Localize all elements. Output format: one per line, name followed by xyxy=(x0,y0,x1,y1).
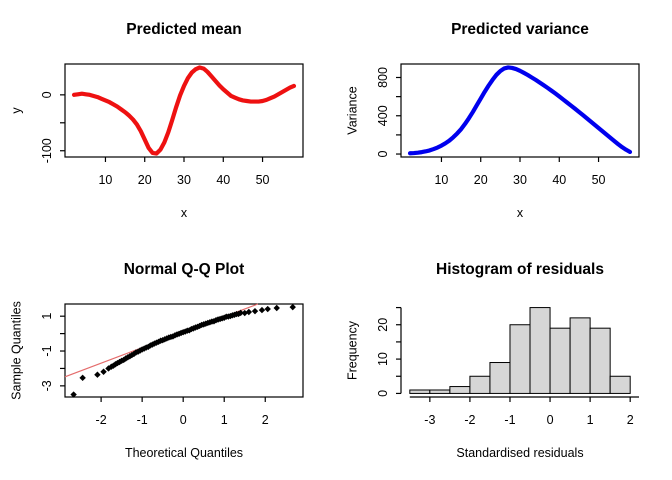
normal-qq-plot: -2 -1 0 1 2 1 -1 -3 xyxy=(40,303,304,427)
qq-point xyxy=(241,309,248,317)
x-tick-label: 1 xyxy=(587,413,594,427)
hist-bar xyxy=(549,327,571,394)
x-axis-label: x xyxy=(516,206,524,220)
qq-point xyxy=(130,350,138,358)
y-tick-label: -3 xyxy=(40,380,54,391)
hist-bar xyxy=(609,375,631,394)
predicted-variance-plot: 10 20 30 40 50 0 400 800 xyxy=(376,63,640,187)
x-tick-label: 0 xyxy=(547,413,554,427)
qq-point xyxy=(289,303,296,311)
chart-title: Predicted variance xyxy=(451,21,589,38)
qq-point xyxy=(258,306,266,314)
x-tick-label: 1 xyxy=(221,413,228,427)
qq-point xyxy=(79,374,86,382)
y-tick-label: 0 xyxy=(40,91,54,98)
qq-point xyxy=(100,368,107,375)
y-tick-label: 10 xyxy=(376,352,390,366)
qq-point xyxy=(112,361,119,368)
x-tick-label: 20 xyxy=(138,173,152,187)
x-tick-label: 40 xyxy=(552,173,566,187)
qq-point xyxy=(264,305,271,313)
y-tick-label: 0 xyxy=(376,151,390,158)
y-tick-label: 20 xyxy=(376,318,390,332)
x-tick-label: 2 xyxy=(262,413,269,427)
hist-bar xyxy=(429,389,451,394)
hist-bar xyxy=(529,307,551,394)
x-tick-label: -1 xyxy=(504,413,515,427)
x-tick-label: 30 xyxy=(177,173,191,187)
hist-bar xyxy=(589,327,611,394)
qq-point xyxy=(245,308,253,316)
x-tick-label: 40 xyxy=(216,173,230,187)
hist-bar xyxy=(569,317,591,394)
x-axis-label: Standardised residuals xyxy=(456,446,584,460)
qq-point xyxy=(237,309,244,317)
x-tick-label: 2 xyxy=(627,413,634,427)
panel-normal-qq: Normal Q-Q Plot Sample Quantiles -2 -1 0 1 2… xyxy=(0,240,336,480)
x-tick-label: -3 xyxy=(424,413,435,427)
y-tick-label: 400 xyxy=(376,105,390,126)
plot-frame xyxy=(400,63,640,158)
hist-bar xyxy=(449,386,471,394)
x-tick-label: -2 xyxy=(464,413,475,427)
predicted-variance-curve xyxy=(407,65,633,156)
y-tick-label: 1 xyxy=(40,313,54,320)
plot-frame xyxy=(64,303,304,398)
qq-point xyxy=(273,304,280,312)
plot-frame xyxy=(64,63,304,158)
y-tick-label: -100 xyxy=(40,138,54,163)
x-tick-label: 10 xyxy=(434,173,448,187)
chart-title: Predicted mean xyxy=(126,21,242,38)
x-tick-label: -1 xyxy=(137,413,148,427)
qq-point xyxy=(94,371,101,378)
hist-bar xyxy=(509,324,531,394)
hist-bar xyxy=(409,389,431,394)
x-tick-label: 0 xyxy=(180,413,187,427)
panel-residual-hist: Histogram of residuals Frequency -3 -2 -1 0… xyxy=(336,240,672,480)
x-tick-label: 30 xyxy=(513,173,527,187)
panel-predicted-mean: Predicted mean y 10 20 30 40 50 0 -100 x xyxy=(0,0,336,240)
predicted-mean-plot: 10 20 30 40 50 0 -100 xyxy=(40,63,304,187)
x-tick-label: 50 xyxy=(592,173,606,187)
qq-point xyxy=(251,307,259,315)
x-tick-label: 10 xyxy=(98,173,112,187)
qq-point xyxy=(116,358,123,366)
x-tick-label: 20 xyxy=(474,173,488,187)
y-tick-label: 0 xyxy=(376,390,390,397)
hist-bar xyxy=(469,375,491,394)
chart-title: Normal Q-Q Plot xyxy=(123,261,245,278)
x-axis-label: Theoretical Quantiles xyxy=(124,446,244,460)
x-axis-label: x xyxy=(180,206,188,220)
y-tick-label: 800 xyxy=(376,67,390,88)
x-tick-label: 50 xyxy=(256,173,270,187)
qq-point xyxy=(122,355,129,362)
qq-point xyxy=(134,348,142,355)
panel-predicted-variance: Predicted variance Variance 10 20 30 40 50 0 4… xyxy=(336,0,672,240)
hist-bar xyxy=(489,362,511,394)
y-tick-label: -1 xyxy=(40,345,54,356)
predicted-mean-curve xyxy=(71,65,297,156)
chart-title: Histogram of residuals xyxy=(436,261,604,278)
x-tick-label: -2 xyxy=(96,413,107,427)
